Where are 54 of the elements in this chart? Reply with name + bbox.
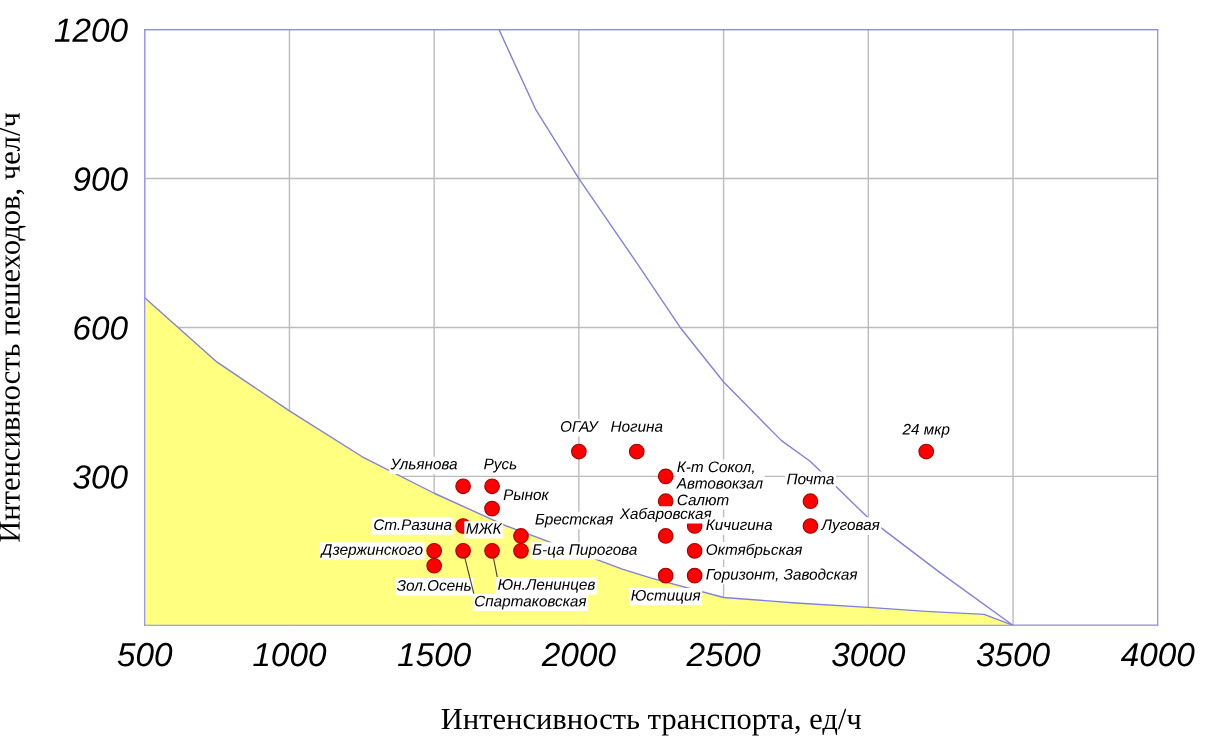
annotation: Зол.Осень <box>396 580 471 591</box>
x-tick-label: 2500 <box>686 642 761 667</box>
point <box>484 542 500 559</box>
annotation: Октябрьская <box>706 543 803 559</box>
x-tick-label: 1500 <box>397 642 471 667</box>
point <box>802 493 819 510</box>
annotation: Юстиция <box>631 589 701 604</box>
y-tick-label: 900 <box>73 167 128 191</box>
annotation: К-т Сокол, Автовокзал <box>676 461 763 489</box>
point <box>513 528 529 544</box>
annotation: ОГАУ <box>560 421 599 432</box>
y-tick-label: 300 <box>73 465 128 489</box>
point <box>657 528 674 544</box>
annotation: Рынок <box>503 489 550 501</box>
annotation: Ульянова <box>390 458 458 470</box>
annotation: Ногина <box>611 421 663 432</box>
point <box>918 443 935 460</box>
y-axis-title: Интенсивность пешеходов, чел/ч <box>0 112 26 542</box>
point <box>455 542 471 559</box>
annotation: Брестская <box>535 513 614 528</box>
annotation: 24 мкр <box>902 423 950 438</box>
point <box>571 443 587 460</box>
annotation: Юн.Ленинцев <box>498 579 595 593</box>
point <box>628 443 645 460</box>
point <box>455 478 471 495</box>
point <box>802 518 819 534</box>
annotation: Спартаковская <box>475 595 587 610</box>
point <box>513 542 529 559</box>
annotation: МЖК <box>466 523 503 534</box>
y-tick-label: 600 <box>74 316 128 340</box>
annotation: Б-ца Пирогова <box>532 544 637 558</box>
annotation: Салют <box>677 494 729 506</box>
x-axis-title: Интенсивность транспорта, ед/ч <box>441 708 862 736</box>
x-tick-label: 1000 <box>253 642 327 667</box>
annotation: Луговая <box>820 519 880 534</box>
annotation: Почта <box>786 473 834 485</box>
annotation: Русь <box>484 458 517 473</box>
x-tick-label: 3500 <box>976 642 1050 667</box>
point <box>484 500 500 517</box>
point <box>686 567 703 584</box>
x-tick-label: 500 <box>117 642 173 667</box>
point <box>484 478 500 495</box>
point <box>657 468 674 485</box>
annotation: Ст.Разина <box>374 519 452 531</box>
point <box>426 542 442 559</box>
annotation: Горизонт, Заводская <box>706 568 858 583</box>
x-tick-label: 2000 <box>541 642 616 667</box>
y-tick-label: 1200 <box>54 18 128 43</box>
point <box>426 557 442 574</box>
annotation: Дзержинского <box>320 544 423 558</box>
point <box>657 567 674 584</box>
x-tick-label: 4000 <box>1120 642 1195 667</box>
x-tick-label: 3000 <box>832 642 906 667</box>
point <box>686 542 703 559</box>
